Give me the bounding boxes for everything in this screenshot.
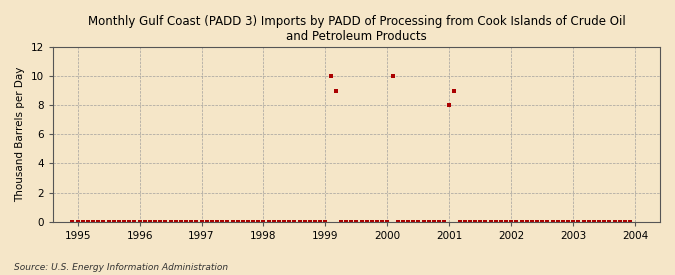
Text: Source: U.S. Energy Information Administration: Source: U.S. Energy Information Administ…	[14, 263, 227, 272]
Title: Monthly Gulf Coast (PADD 3) Imports by PADD of Processing from Cook Islands of C: Monthly Gulf Coast (PADD 3) Imports by P…	[88, 15, 625, 43]
Y-axis label: Thousand Barrels per Day: Thousand Barrels per Day	[15, 67, 25, 202]
